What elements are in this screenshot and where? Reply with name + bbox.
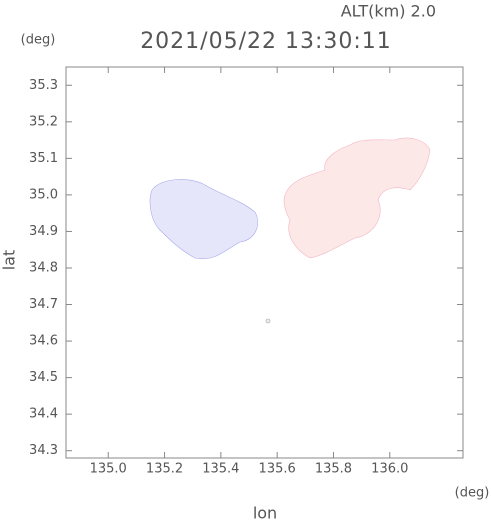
y-tick-label: 35.3 bbox=[29, 78, 58, 93]
y-tick-label: 35.1 bbox=[29, 151, 58, 166]
echo-spot bbox=[265, 318, 271, 324]
y-tick-label: 34.5 bbox=[29, 370, 58, 385]
x-tick-label: 135.6 bbox=[259, 462, 296, 477]
y-tick-label: 34.9 bbox=[29, 224, 58, 239]
x-tick-label: 136.0 bbox=[371, 462, 408, 477]
y-axis-label: lat bbox=[0, 250, 19, 271]
x-tick-label: 135.4 bbox=[202, 462, 239, 477]
x-axis-label: lon bbox=[253, 504, 277, 521]
y-tick-label: 34.6 bbox=[29, 334, 58, 349]
altitude-label: ALT(km) 2.0 bbox=[341, 2, 436, 21]
x-tick-label: 135.8 bbox=[315, 462, 352, 477]
y-unit: (deg) bbox=[21, 33, 56, 48]
y-tick-label: 34.3 bbox=[29, 443, 58, 458]
y-tick-label: 34.7 bbox=[29, 297, 58, 312]
plot-frame bbox=[65, 66, 464, 459]
y-tick-label: 35.0 bbox=[29, 187, 58, 202]
x-tick-label: 135.2 bbox=[146, 462, 183, 477]
chart-title: 2021/05/22 13:30:11 bbox=[140, 29, 392, 54]
x-tick-label: 135.0 bbox=[90, 462, 127, 477]
y-tick-label: 35.2 bbox=[29, 114, 58, 129]
echo-negative bbox=[149, 179, 259, 260]
echo-positive bbox=[283, 137, 431, 259]
x-unit: (deg) bbox=[455, 486, 490, 501]
y-tick-label: 34.8 bbox=[29, 260, 58, 275]
y-tick-label: 34.4 bbox=[29, 407, 58, 422]
